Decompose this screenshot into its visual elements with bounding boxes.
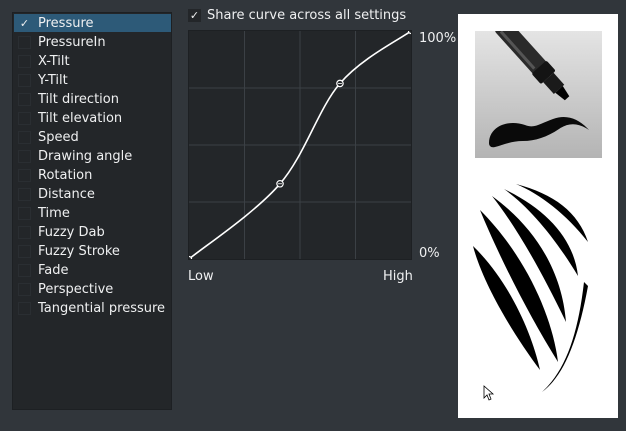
sensor-item[interactable]: Time — [14, 204, 171, 222]
sensor-checkbox[interactable] — [18, 225, 31, 239]
sensor-item[interactable]: Rotation — [14, 166, 171, 184]
sensor-item[interactable]: PressureIn — [14, 33, 171, 51]
sensor-checkbox[interactable] — [18, 54, 31, 68]
curve-editor[interactable] — [188, 30, 412, 260]
sensor-item[interactable]: Drawing angle — [14, 147, 171, 165]
curve-y-min-label: 0% — [419, 246, 440, 261]
sensor-item[interactable]: Tangential pressure — [14, 299, 171, 317]
sensor-label: Drawing angle — [38, 148, 133, 164]
sensor-item[interactable]: Speed — [14, 128, 171, 146]
sensor-label: Fade — [38, 262, 69, 278]
curve-control-point[interactable] — [189, 255, 193, 260]
brush-pen-icon — [475, 19, 602, 158]
sensor-item[interactable]: Y-Tilt — [14, 71, 171, 89]
sensor-item[interactable]: Fuzzy Stroke — [14, 242, 171, 260]
curve-y-max-label: 100% — [419, 31, 457, 46]
sensor-checkbox[interactable]: ✓ — [18, 16, 31, 30]
response-curve — [189, 31, 411, 259]
curve-grid — [189, 31, 411, 259]
sensor-label: Rotation — [38, 167, 93, 183]
share-curve-row[interactable]: ✓ Share curve across all settings — [188, 6, 406, 24]
sensor-label: Tangential pressure — [38, 300, 166, 316]
curve-control-point[interactable] — [407, 31, 412, 35]
sensor-label: Fuzzy Dab — [38, 224, 105, 240]
curve-x-min-label: Low — [188, 269, 214, 284]
sensor-checkbox[interactable] — [18, 187, 31, 201]
brush-preview-panel — [458, 14, 618, 418]
sensor-label: PressureIn — [38, 34, 106, 50]
share-curve-checkbox[interactable]: ✓ — [188, 8, 201, 22]
sensor-checkbox[interactable] — [18, 73, 31, 87]
sensor-item[interactable]: X-Tilt — [14, 52, 171, 70]
sensor-checkbox[interactable] — [18, 168, 31, 182]
sensor-list: ✓ Pressure PressureIn X-Tilt Y-Tilt Tilt dire… — [12, 12, 172, 410]
brush-stroke-preview — [473, 184, 588, 401]
sensor-checkbox[interactable] — [18, 130, 31, 144]
sensor-checkbox[interactable] — [18, 244, 31, 258]
sensor-item[interactable]: ✓ Pressure — [14, 14, 171, 32]
sensor-checkbox[interactable] — [18, 35, 31, 49]
sensor-label: Distance — [38, 186, 95, 202]
sensor-item[interactable]: Perspective — [14, 280, 171, 298]
sensor-checkbox[interactable] — [18, 149, 31, 163]
sensor-label: Time — [38, 205, 70, 221]
sensor-label: Perspective — [38, 281, 114, 297]
sensor-checkbox[interactable] — [18, 263, 31, 277]
sensor-checkbox[interactable] — [18, 282, 31, 296]
sensor-item[interactable]: Tilt elevation — [14, 109, 171, 127]
sensor-item[interactable]: Fade — [14, 261, 171, 279]
sensor-item[interactable]: Distance — [14, 185, 171, 203]
sensor-label: Pressure — [38, 15, 94, 31]
sensor-label: Tilt direction — [38, 91, 119, 107]
curve-x-max-label: High — [383, 269, 413, 284]
sensor-label: X-Tilt — [38, 53, 70, 69]
sensor-label: Y-Tilt — [38, 72, 68, 88]
sensor-checkbox[interactable] — [18, 92, 31, 106]
sensor-label: Tilt elevation — [38, 110, 123, 126]
sensor-item[interactable]: Fuzzy Dab — [14, 223, 171, 241]
sensor-label: Speed — [38, 129, 79, 145]
share-curve-label: Share curve across all settings — [207, 7, 407, 23]
sensor-checkbox[interactable] — [18, 206, 31, 220]
sensor-checkbox[interactable] — [18, 301, 31, 315]
sensor-item[interactable]: Tilt direction — [14, 90, 171, 108]
sensor-label: Fuzzy Stroke — [38, 243, 120, 259]
sensor-checkbox[interactable] — [18, 111, 31, 125]
